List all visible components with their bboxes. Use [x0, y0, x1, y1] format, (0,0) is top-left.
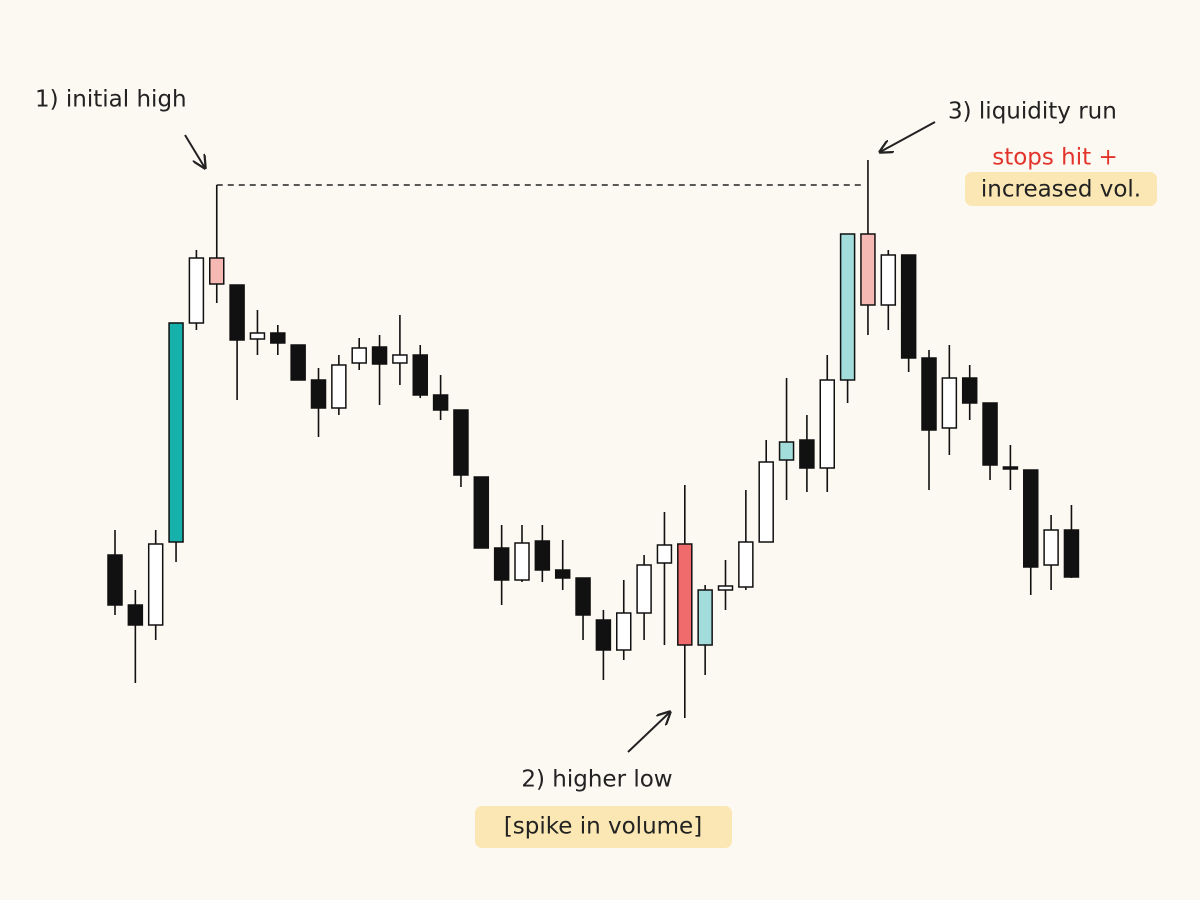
candle-body	[290, 344, 306, 381]
candle-body	[1043, 529, 1059, 566]
candle-body	[493, 547, 510, 581]
candle-body	[453, 409, 469, 476]
candle-body	[636, 564, 652, 614]
annotation: [spike in volume]	[504, 814, 702, 840]
annotation: increased vol.	[981, 177, 1141, 203]
candle-body	[554, 569, 571, 579]
candle-body	[412, 354, 428, 396]
candle-body	[900, 254, 917, 359]
candle-body	[616, 612, 632, 651]
candle-body	[229, 284, 245, 341]
candle-body	[656, 544, 673, 564]
candle-body	[819, 379, 835, 469]
candle-body	[168, 322, 184, 543]
candle-body	[697, 589, 713, 646]
highlight	[475, 806, 732, 848]
candle-body	[209, 257, 225, 285]
candle-body	[1063, 529, 1080, 578]
candle-body	[514, 542, 530, 581]
arrow	[880, 121, 936, 152]
candle-body	[758, 461, 774, 543]
candle-body	[717, 585, 734, 591]
candle-body	[473, 476, 490, 549]
candle-body	[595, 619, 612, 651]
candle-body	[799, 439, 815, 469]
candle-body	[432, 394, 449, 411]
arrow	[627, 712, 670, 753]
candle-body	[331, 364, 347, 409]
candle-body	[1002, 466, 1019, 470]
candle-body	[351, 347, 367, 364]
candle-body	[839, 233, 856, 381]
candle-body	[310, 379, 327, 409]
annotation: 3) liquidity run	[948, 99, 1117, 125]
candle-body	[1023, 469, 1039, 568]
candle-body	[188, 257, 205, 324]
candle-body	[961, 377, 978, 404]
arrow	[184, 134, 205, 168]
candle-body	[982, 402, 998, 466]
candle-body	[880, 254, 897, 306]
annotation: 1) initial high	[35, 87, 187, 113]
candle-body	[107, 554, 123, 606]
candle-body	[534, 540, 551, 571]
candle-body	[249, 332, 266, 340]
candle-body	[921, 357, 937, 431]
annotation: 2) higher low	[521, 767, 672, 793]
candle-body	[392, 354, 408, 364]
candle-body	[738, 541, 754, 588]
candle-body	[778, 441, 795, 461]
candle-body	[127, 604, 144, 626]
highlight	[965, 172, 1157, 206]
candle-body	[677, 543, 693, 646]
annotation: stops hit +	[992, 145, 1118, 171]
candle-body	[371, 346, 388, 365]
candle-body	[575, 577, 591, 616]
candle-body	[270, 332, 286, 344]
candle-body	[941, 377, 958, 429]
candle-body	[147, 543, 164, 626]
candle-body	[860, 233, 876, 306]
